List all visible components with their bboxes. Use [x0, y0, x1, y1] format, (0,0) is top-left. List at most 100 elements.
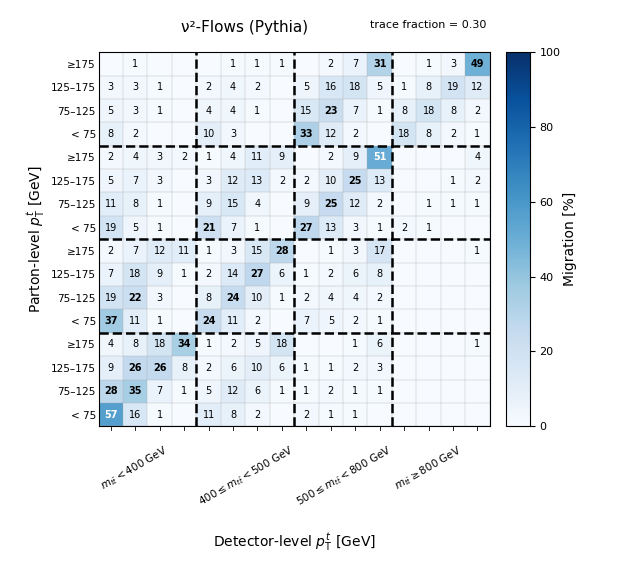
Bar: [343, 239, 368, 263]
Text: 27: 27: [300, 223, 313, 233]
Text: 1: 1: [328, 409, 334, 419]
Bar: [245, 333, 270, 356]
Bar: [417, 403, 441, 426]
Bar: [466, 193, 490, 216]
Bar: [148, 309, 172, 333]
Text: $m_{t\bar{t}} \geq 800$ GeV: $m_{t\bar{t}} \geq 800$ GeV: [392, 443, 464, 492]
Text: 1: 1: [474, 199, 481, 209]
Bar: [270, 356, 294, 379]
Bar: [270, 403, 294, 426]
Bar: [441, 52, 466, 75]
Text: 7: 7: [352, 106, 359, 115]
Text: 1: 1: [450, 176, 456, 186]
Text: 2: 2: [474, 176, 481, 186]
Text: 2: 2: [328, 269, 334, 280]
Text: 7: 7: [230, 223, 236, 233]
Bar: [172, 216, 197, 239]
Bar: [466, 239, 490, 263]
Bar: [99, 216, 123, 239]
Bar: [123, 239, 148, 263]
Text: 2: 2: [328, 386, 334, 396]
Text: 1: 1: [425, 199, 432, 209]
Text: 4: 4: [328, 293, 334, 303]
Bar: [441, 146, 466, 169]
Bar: [466, 379, 490, 403]
Bar: [417, 169, 441, 193]
Bar: [343, 216, 368, 239]
Bar: [368, 286, 392, 309]
Text: 2: 2: [230, 339, 236, 350]
Bar: [319, 146, 343, 169]
Text: 26: 26: [128, 363, 142, 373]
Text: 1: 1: [205, 246, 212, 256]
Bar: [148, 403, 172, 426]
Bar: [368, 193, 392, 216]
Text: 21: 21: [202, 223, 216, 233]
Bar: [245, 99, 270, 122]
Text: 9: 9: [352, 153, 358, 162]
Bar: [99, 309, 123, 333]
Bar: [417, 193, 441, 216]
Text: 2: 2: [107, 246, 114, 256]
Text: 5: 5: [377, 82, 383, 92]
Text: 1: 1: [156, 82, 163, 92]
Bar: [221, 169, 245, 193]
Bar: [368, 333, 392, 356]
Text: 2: 2: [328, 59, 334, 69]
Text: 1: 1: [377, 316, 383, 326]
Text: 11: 11: [251, 153, 263, 162]
Text: 6: 6: [254, 386, 261, 396]
Text: 7: 7: [303, 316, 310, 326]
Text: 8: 8: [230, 409, 236, 419]
Bar: [197, 216, 221, 239]
Bar: [466, 122, 490, 146]
Bar: [172, 52, 197, 75]
Bar: [343, 146, 368, 169]
Text: Detector-level $p_\mathrm{T}^t$ [GeV]: Detector-level $p_\mathrm{T}^t$ [GeV]: [212, 531, 376, 553]
Text: 1: 1: [425, 223, 432, 233]
Bar: [392, 403, 417, 426]
Bar: [441, 403, 466, 426]
Bar: [148, 263, 172, 286]
Bar: [319, 239, 343, 263]
Text: 1: 1: [425, 59, 432, 69]
Bar: [99, 403, 123, 426]
Bar: [294, 309, 319, 333]
Text: 51: 51: [373, 153, 387, 162]
Text: 2: 2: [474, 106, 481, 115]
Bar: [343, 193, 368, 216]
Bar: [392, 99, 417, 122]
Bar: [197, 75, 221, 99]
Bar: [123, 263, 148, 286]
Bar: [197, 169, 221, 193]
Bar: [99, 356, 123, 379]
Bar: [172, 99, 197, 122]
Bar: [319, 286, 343, 309]
Bar: [245, 193, 270, 216]
Text: 12: 12: [153, 246, 166, 256]
Text: 11: 11: [129, 316, 141, 326]
Bar: [441, 333, 466, 356]
Text: 11: 11: [178, 246, 190, 256]
Text: 1: 1: [156, 199, 163, 209]
Text: 12: 12: [471, 82, 484, 92]
Bar: [441, 379, 466, 403]
Bar: [221, 216, 245, 239]
Bar: [221, 309, 245, 333]
Text: 6: 6: [230, 363, 236, 373]
Bar: [466, 309, 490, 333]
Text: 17: 17: [373, 246, 386, 256]
Bar: [197, 379, 221, 403]
Bar: [270, 333, 294, 356]
Text: 2: 2: [352, 363, 359, 373]
Bar: [417, 216, 441, 239]
Bar: [319, 403, 343, 426]
Bar: [343, 122, 368, 146]
Bar: [343, 263, 368, 286]
Text: 2: 2: [352, 316, 359, 326]
Bar: [148, 286, 172, 309]
Text: 9: 9: [205, 199, 212, 209]
Bar: [245, 263, 270, 286]
Text: 2: 2: [303, 176, 310, 186]
Text: 2: 2: [254, 316, 261, 326]
